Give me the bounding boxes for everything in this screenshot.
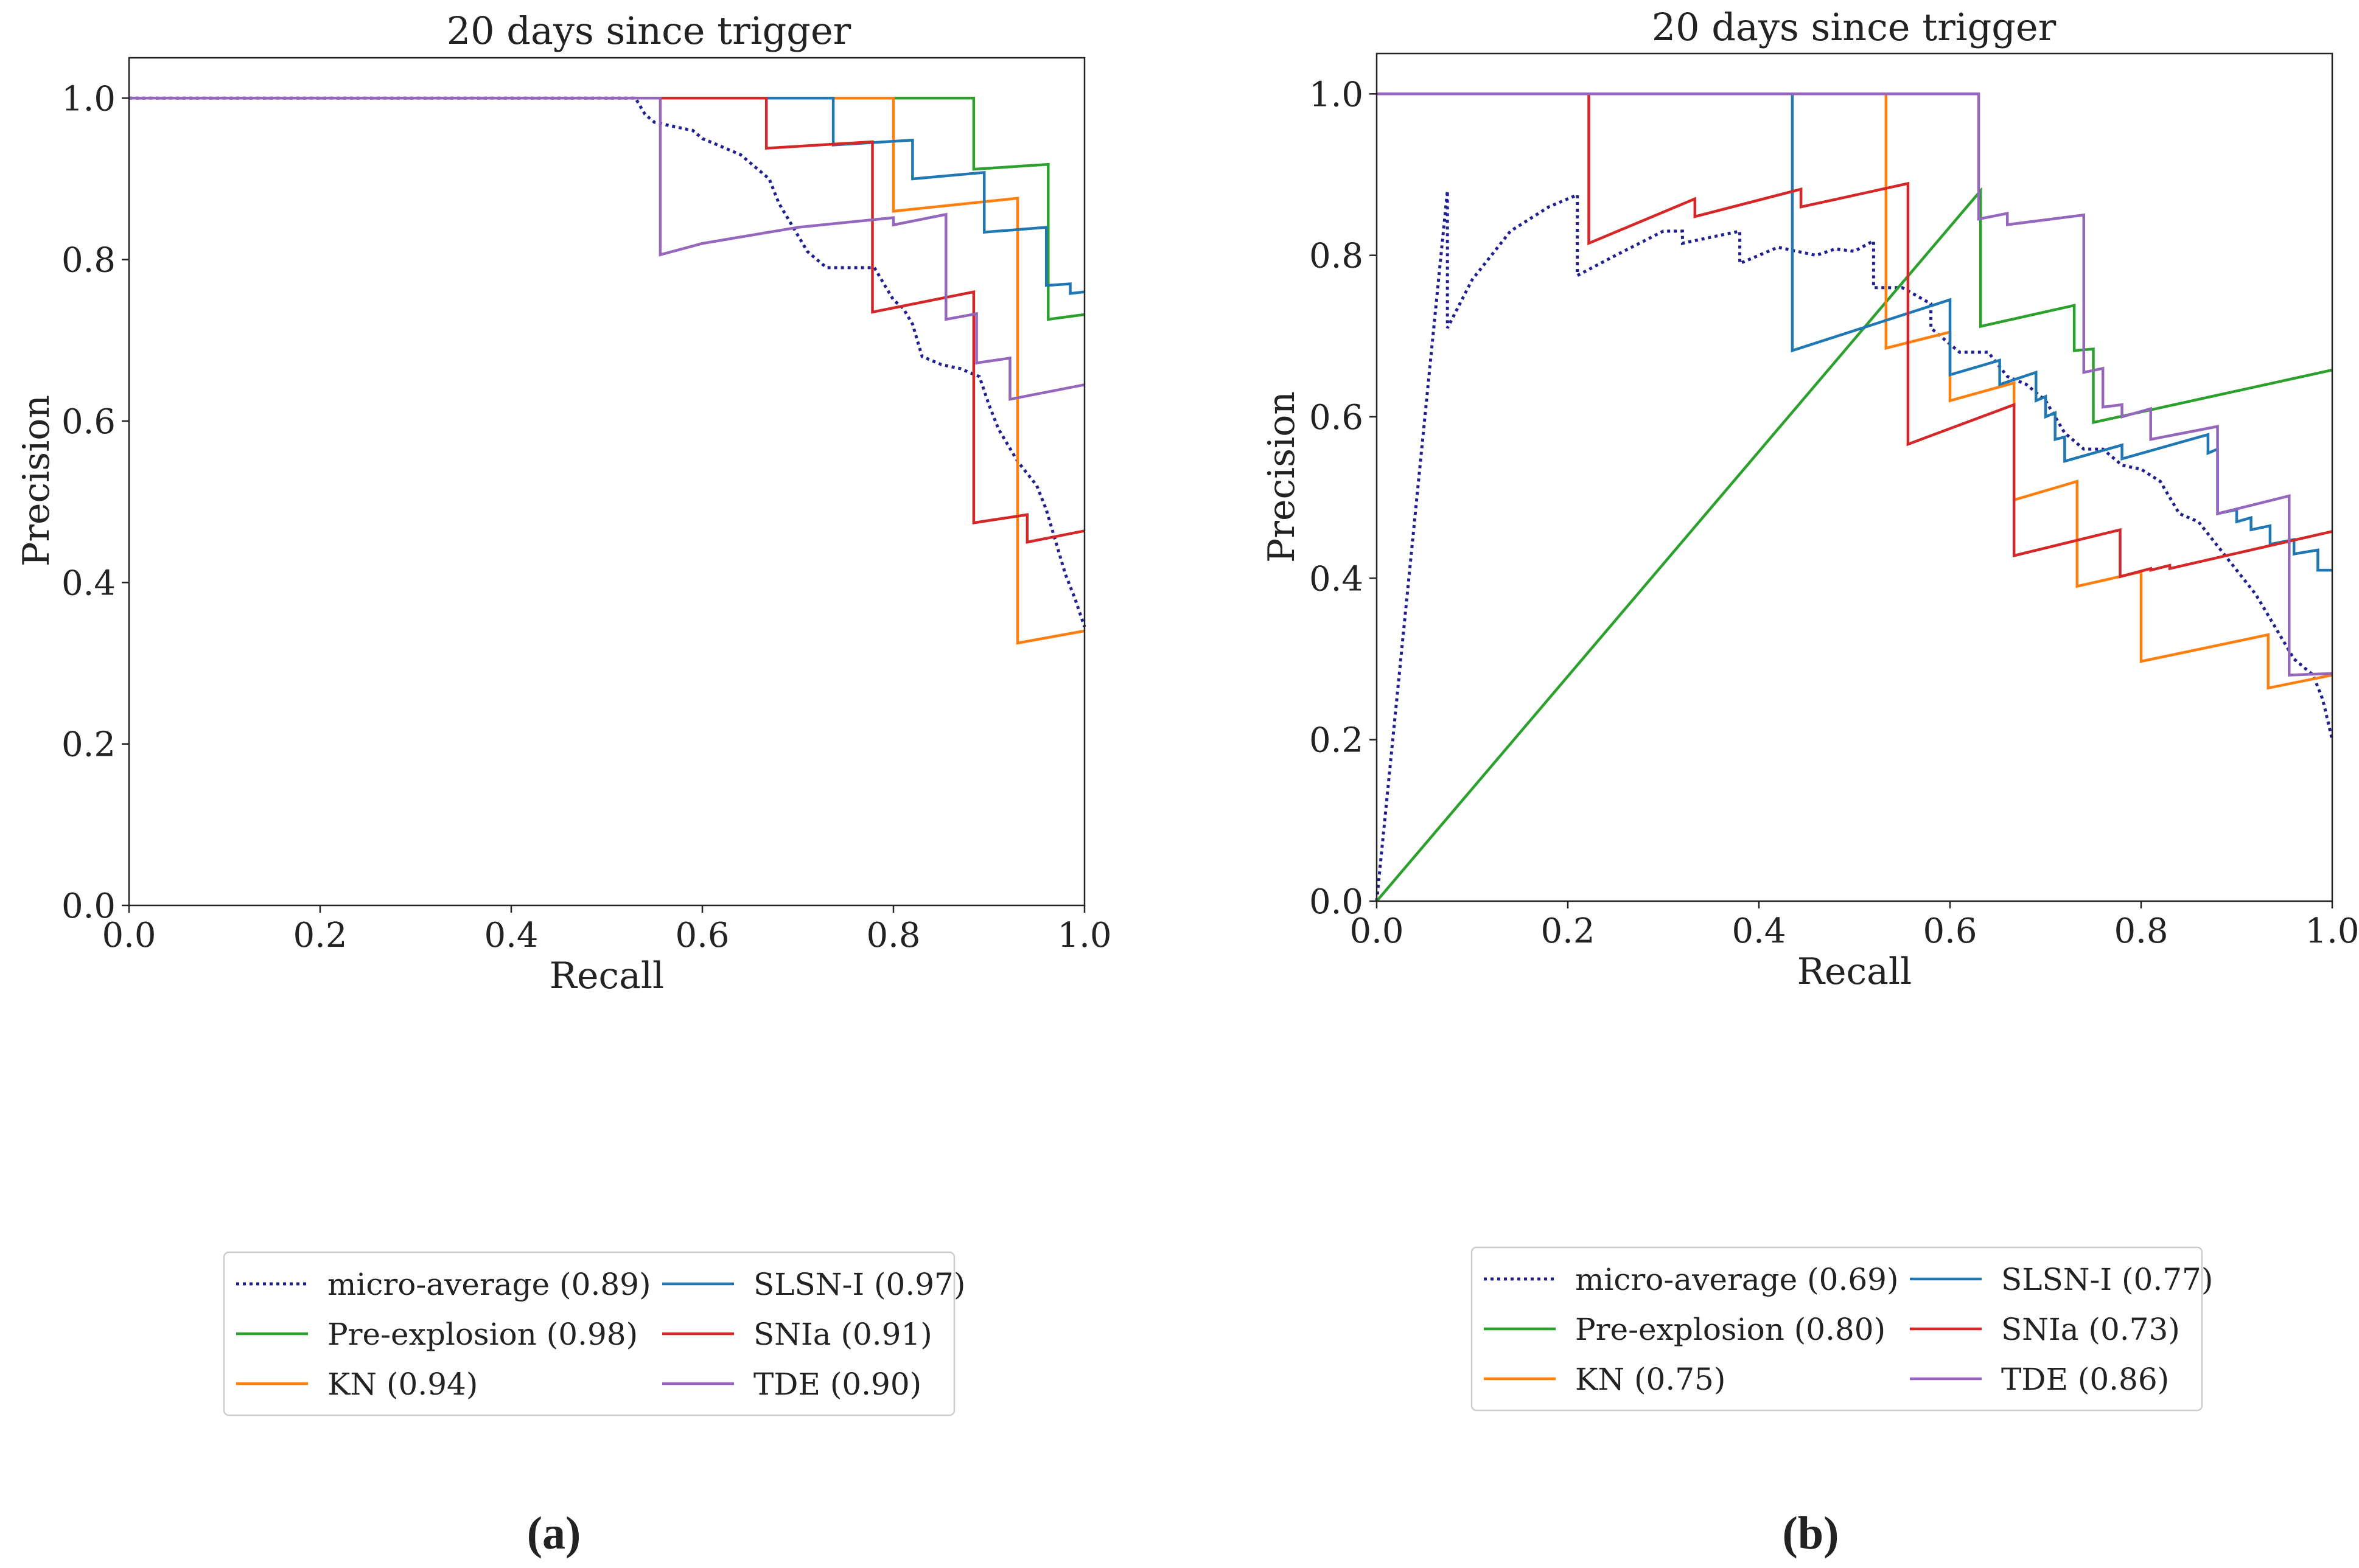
ticks-layer: 0.0 0.2 0.4 0.6 0.8 1.0 0.0 0.2 0.4 0.6 0.8 1.0 — [61, 79, 1112, 955]
legend-series-name: micro-average — [1575, 1262, 1807, 1297]
legend-series-auc: (0.69) — [1807, 1262, 1898, 1297]
legend-entry-label: SLSN-I (0.97) — [753, 1267, 965, 1302]
x-tick-label: 0.4 — [1732, 911, 1786, 951]
x-tick-label: 0.6 — [675, 916, 729, 955]
legend: micro-average (0.69) Pre-explosion (0.80)… — [1470, 1246, 2213, 1412]
legend-series-name: SNIa — [2001, 1312, 2088, 1347]
y-tick-label: 0.2 — [61, 725, 116, 765]
series-line-tde — [129, 97, 1085, 401]
legend-entries: micro-average (0.89) Pre-explosion (0.98)… — [236, 1267, 965, 1402]
legend-series-name: micro-average — [327, 1267, 559, 1302]
panel-label-open: ( — [1783, 1508, 1798, 1559]
panel-label-letter: b — [1798, 1508, 1823, 1559]
legend-series-auc: (0.86) — [2078, 1362, 2169, 1397]
chart-title: 20 days since trigger — [1652, 5, 2057, 49]
legend-entry-label: micro-average (0.69) — [1575, 1262, 1899, 1297]
series-line-snia — [129, 97, 1085, 544]
x-tick-label: 0.2 — [1540, 911, 1595, 951]
series-layer — [129, 96, 1086, 645]
panel-label-open: ( — [527, 1508, 542, 1559]
x-axis-label: Recall — [1797, 950, 1912, 993]
y-tick-label: 1.0 — [61, 79, 116, 119]
y-tick-label: 0.4 — [1309, 559, 1363, 599]
x-tick-label: 1.0 — [1057, 916, 1111, 955]
legend-frame — [223, 1251, 956, 1416]
legend-entry-label: KN (0.75) — [1575, 1362, 1725, 1397]
legend-series-name: SNIa — [753, 1317, 841, 1352]
legend-entry-label: SNIa (0.91) — [753, 1317, 932, 1352]
plot-area-frame — [128, 57, 1086, 907]
x-tick-label: 0.6 — [1923, 911, 1977, 951]
legend-series-auc: (0.73) — [2088, 1312, 2179, 1347]
legend-series-name: KN — [327, 1367, 386, 1402]
x-tick-label: 0.4 — [484, 916, 538, 955]
legend-series-name: SLSN-I — [2001, 1262, 2122, 1297]
series-line-pre-explosion — [1375, 187, 2333, 902]
legend-series-auc: (0.80) — [1794, 1312, 1885, 1347]
panel-label: (b) — [1783, 1508, 1839, 1559]
legend: micro-average (0.89) Pre-explosion (0.98)… — [223, 1251, 965, 1416]
series-line-kn — [1377, 92, 2333, 690]
legend-series-auc: (0.89) — [559, 1267, 651, 1302]
legend-entry-label: Pre-explosion (0.98) — [327, 1317, 638, 1352]
legend-series-name: Pre-explosion — [327, 1317, 547, 1352]
legend-frame — [1470, 1246, 2203, 1412]
legend-series-name: TDE — [753, 1367, 830, 1402]
chart-panel-b: 20 days since trigger 0.0 0.2 0.4 0.6 0.8 1.0… — [1260, 5, 2359, 1559]
y-tick-label: 0.8 — [1309, 237, 1363, 276]
legend-entries: micro-average (0.69) Pre-explosion (0.80)… — [1484, 1262, 2213, 1397]
x-tick-label: 0.0 — [102, 916, 156, 955]
series-line-micro-average — [1375, 190, 2334, 902]
y-tick-label: 0.0 — [61, 887, 116, 926]
x-tick-label: 0.8 — [2114, 911, 2168, 951]
legend-entry-label: micro-average (0.89) — [327, 1267, 651, 1302]
legend-entry-label: KN (0.94) — [327, 1367, 478, 1402]
y-tick-label: 0.4 — [61, 563, 116, 603]
y-tick-label: 0.8 — [61, 241, 116, 280]
y-axis-label: Precision — [15, 395, 58, 566]
series-line-micro-average — [129, 96, 1086, 628]
x-tick-label: 0.8 — [866, 916, 920, 955]
legend-series-auc: (0.97) — [874, 1267, 965, 1302]
legend-entry-label: SLSN-I (0.77) — [2001, 1262, 2213, 1297]
legend-series-name: TDE — [2001, 1362, 2078, 1397]
legend-series-auc: (0.75) — [1634, 1362, 1725, 1397]
series-layer — [1375, 92, 2334, 902]
legend-series-auc: (0.91) — [841, 1317, 932, 1352]
y-tick-label: 1.0 — [1309, 75, 1363, 114]
x-tick-label: 1.0 — [2305, 911, 2359, 951]
legend-series-auc: (0.77) — [2122, 1262, 2213, 1297]
legend-entry-label: SNIa (0.73) — [2001, 1312, 2180, 1347]
y-tick-label: 0.6 — [61, 402, 116, 442]
legend-series-auc: (0.90) — [830, 1367, 921, 1402]
legend-series-name: SLSN-I — [753, 1267, 874, 1302]
plot-area-frame — [1375, 52, 2333, 902]
series-line-slsn-i — [129, 97, 1085, 295]
x-tick-label: 0.2 — [293, 916, 347, 955]
legend-series-name: KN — [1575, 1362, 1634, 1397]
panel-label-close: ) — [1823, 1508, 1839, 1559]
chart-title: 20 days since trigger — [447, 9, 851, 53]
y-tick-label: 0.2 — [1309, 721, 1363, 761]
series-line-tde — [1377, 92, 2333, 677]
x-tick-label: 0.0 — [1349, 911, 1403, 951]
ticks-layer: 0.0 0.2 0.4 0.6 0.8 1.0 0.0 0.2 0.4 0.6 0.8 1.0 — [1309, 75, 2359, 951]
series-line-slsn-i — [1377, 92, 2332, 572]
legend-entry-label: Pre-explosion (0.80) — [1575, 1312, 1885, 1347]
y-tick-label: 0.0 — [1309, 882, 1363, 922]
x-axis-label: Recall — [550, 955, 664, 997]
series-line-snia — [1377, 92, 2333, 579]
legend-series-auc: (0.98) — [547, 1317, 638, 1352]
chart-panel-a: 20 days since trigger 0.0 0.2 0.4 0.6 0.8 1.0… — [15, 9, 1112, 1559]
legend-series-auc: (0.94) — [386, 1367, 478, 1402]
panel-label: (a) — [527, 1508, 581, 1559]
panel-label-close: ) — [565, 1508, 581, 1559]
legend-entry-label: TDE (0.86) — [2001, 1362, 2169, 1397]
legend-series-name: Pre-explosion — [1575, 1312, 1794, 1347]
y-axis-label: Precision — [1260, 391, 1303, 563]
panel-label-letter: a — [542, 1508, 565, 1559]
legend-entry-label: TDE (0.90) — [753, 1367, 921, 1402]
y-tick-label: 0.6 — [1309, 398, 1363, 437]
